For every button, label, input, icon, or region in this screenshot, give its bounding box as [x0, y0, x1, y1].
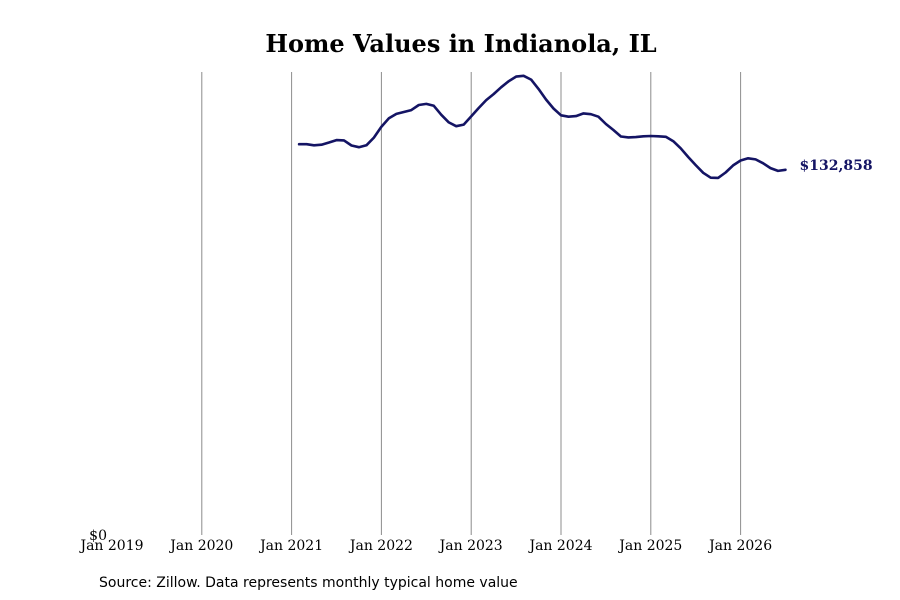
x-tick-label: Jan 2020	[168, 538, 233, 554]
series-line	[297, 74, 787, 180]
source-note: Source: Zillow. Data represents monthly …	[99, 575, 518, 591]
x-tick-label: Jan 2023	[438, 538, 503, 554]
series-layer	[297, 74, 787, 180]
x-tick-label: Jan 2021	[258, 538, 323, 554]
chart-title: Home Values in Indianola, IL	[265, 29, 656, 58]
x-tick-label: Jan 2025	[617, 538, 682, 554]
x-tick-label: Jan 2024	[527, 538, 592, 554]
gridlines	[201, 72, 742, 535]
x-tick-label: Jan 2026	[707, 538, 772, 554]
end-value-label: $132,858	[800, 158, 873, 174]
y-tick-label: $0	[89, 528, 107, 544]
x-tick-label: Jan 2019	[78, 538, 143, 554]
y-axis-ticks: $0	[89, 528, 107, 544]
x-tick-label: Jan 2022	[348, 538, 413, 554]
x-axis-ticks: Jan 2019 Jan 2020 Jan 2021 Jan 2022 Jan 2023…	[78, 538, 772, 554]
